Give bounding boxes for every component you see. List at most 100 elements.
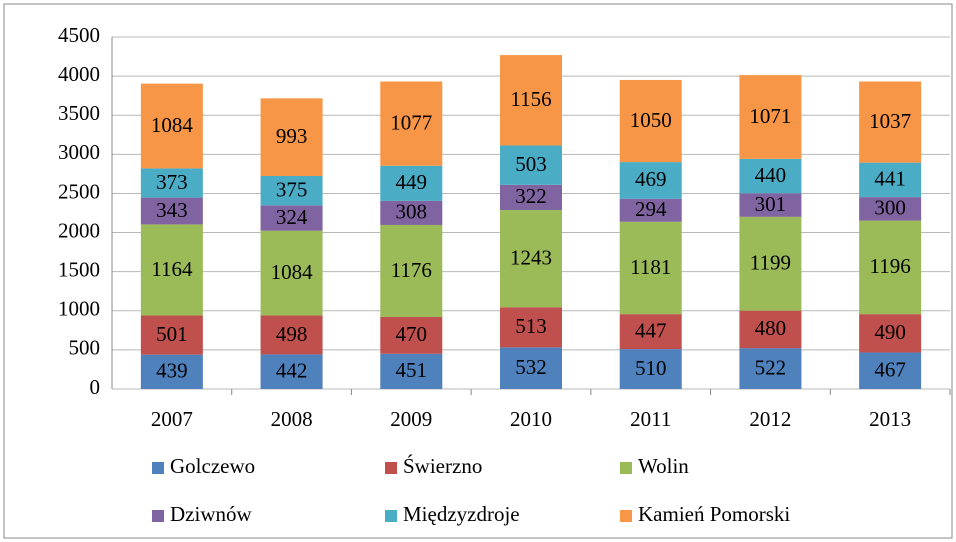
bar-segment — [380, 165, 443, 201]
legend-swatch — [385, 462, 397, 474]
data-label: 1084 — [271, 260, 314, 284]
data-label: 442 — [276, 359, 308, 383]
bar-segment — [140, 224, 203, 316]
bar-segment — [739, 216, 802, 311]
data-label: 324 — [276, 205, 308, 229]
x-tick-label: 2012 — [749, 407, 791, 431]
data-label: 1243 — [510, 245, 552, 269]
bar-segment — [140, 197, 203, 225]
legend-label: Kamień Pomorski — [638, 502, 790, 526]
bar-segment — [140, 168, 203, 198]
bar-segment — [380, 224, 443, 317]
data-label: 1084 — [151, 113, 194, 137]
data-label: 993 — [276, 124, 308, 148]
bar-segment — [859, 352, 922, 389]
x-tick-label: 2013 — [869, 407, 911, 431]
data-label: 1164 — [151, 257, 193, 281]
x-tick-label: 2011 — [630, 407, 671, 431]
bar-segment — [859, 314, 922, 353]
legend-label: Międzyzdroje — [403, 502, 520, 526]
y-tick-label: 4500 — [58, 23, 100, 47]
data-label: 449 — [396, 170, 428, 194]
bar-segment — [380, 81, 443, 166]
y-tick-label: 1000 — [58, 297, 100, 321]
bar-segment — [500, 55, 562, 146]
bar-segment — [260, 354, 323, 389]
bar-segment — [619, 162, 682, 199]
bar-segment — [500, 184, 562, 211]
y-tick-label: 0 — [90, 375, 101, 399]
bar-segment — [500, 145, 562, 185]
bar-segment — [619, 314, 682, 350]
bar-segment — [380, 200, 443, 225]
bar-segment — [380, 316, 443, 354]
bar-segment — [739, 348, 802, 389]
data-label: 469 — [635, 167, 667, 191]
bar-segment — [260, 98, 323, 177]
legend-label: Wolin — [638, 454, 689, 478]
y-tick-label: 2000 — [58, 218, 100, 242]
bar-segment — [739, 193, 802, 217]
bar-segment — [739, 158, 802, 194]
legend-swatch — [385, 510, 397, 522]
data-label: 1196 — [870, 254, 911, 278]
data-label: 498 — [276, 322, 308, 346]
data-label: 1181 — [630, 255, 671, 279]
data-label: 470 — [396, 322, 428, 346]
data-label: 343 — [156, 198, 188, 222]
legend-label: Dziwnów — [170, 502, 252, 526]
bar-segment — [260, 205, 323, 231]
data-label: 439 — [156, 359, 188, 383]
data-label: 1037 — [869, 109, 911, 133]
bar-segment — [500, 307, 562, 348]
y-tick-label: 500 — [69, 336, 101, 360]
bar-segment — [140, 315, 203, 355]
data-label: 447 — [635, 318, 667, 342]
x-tick-label: 2008 — [271, 407, 313, 431]
data-label: 467 — [874, 358, 906, 382]
data-label: 522 — [755, 355, 787, 379]
data-label: 375 — [276, 177, 308, 201]
y-tick-label: 2500 — [58, 179, 100, 203]
data-label: 373 — [156, 170, 188, 194]
data-label: 440 — [755, 163, 787, 187]
data-label: 441 — [874, 167, 906, 191]
data-label: 1176 — [391, 258, 432, 282]
legend-swatch — [620, 510, 632, 522]
bar-segment — [859, 197, 922, 221]
y-tick-label: 1500 — [58, 257, 100, 281]
bar-segment — [619, 198, 682, 222]
data-label: 480 — [755, 316, 787, 340]
data-label: 1071 — [749, 104, 791, 128]
bar-segment — [260, 230, 323, 316]
x-tick-label: 2010 — [510, 407, 552, 431]
data-label: 532 — [515, 355, 547, 379]
bar-segment — [500, 347, 562, 389]
bar-segment — [619, 349, 682, 389]
bar-segment — [380, 353, 443, 389]
y-tick-label: 3500 — [58, 101, 100, 125]
data-label: 300 — [874, 196, 906, 220]
bar-segment — [500, 210, 562, 308]
x-tick-label: 2007 — [151, 407, 193, 431]
legend-label: Golczewo — [170, 454, 255, 478]
data-label: 1156 — [510, 87, 551, 111]
y-tick-label: 4000 — [58, 62, 100, 86]
bar-segment — [739, 75, 802, 159]
y-tick-label: 3000 — [58, 140, 100, 164]
data-label: 322 — [515, 184, 547, 208]
bar-segment — [859, 81, 922, 163]
bar-segment — [140, 83, 203, 169]
data-label: 301 — [755, 192, 787, 216]
data-label: 1050 — [630, 108, 672, 132]
legend-swatch — [152, 510, 164, 522]
legend-swatch — [620, 462, 632, 474]
bar-segment — [739, 310, 802, 349]
bar-segment — [859, 220, 922, 315]
data-label: 501 — [156, 322, 188, 346]
data-label: 1199 — [750, 251, 791, 275]
bar-segment — [619, 221, 682, 315]
data-label: 513 — [515, 314, 547, 338]
